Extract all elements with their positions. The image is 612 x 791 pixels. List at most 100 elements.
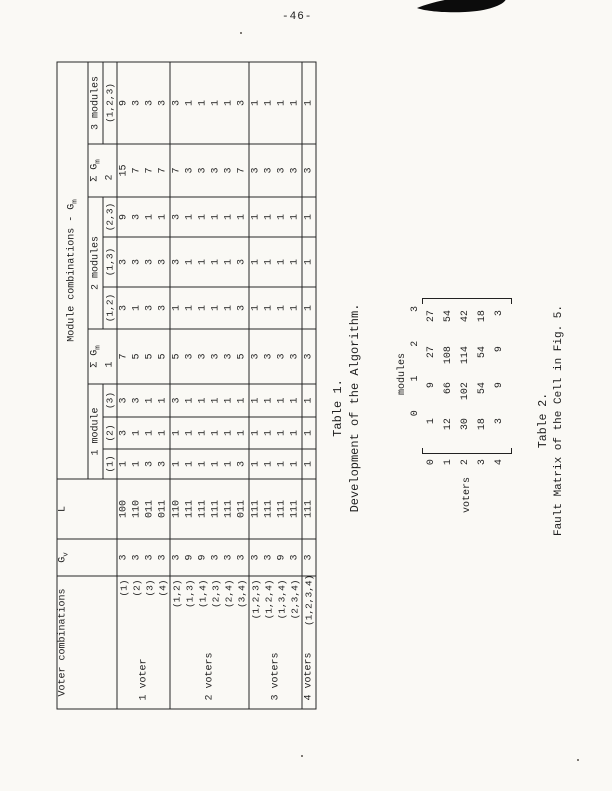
module-pair-cell: 3 — [170, 237, 184, 287]
voter-group-label: 2 voters — [170, 628, 249, 709]
module-pair-cell: 3 — [117, 287, 131, 329]
table-row: (2) 3 110 1 1 3 5 1 3 3 7 3 — [130, 61, 144, 709]
module-cell: 1 — [249, 384, 263, 417]
ink-smudge-icon — [417, 0, 506, 13]
table-row: (1,3,4) 9 111 1 1 1 3 1 1 1 3 1 — [275, 61, 289, 709]
module-pair-cell: 1 — [262, 287, 276, 329]
voter-combo-cell: (1,2,3) — [249, 576, 263, 628]
development-table: Voter combinations Gv L Module combinati… — [56, 61, 317, 710]
sum1-cell: 5 — [235, 329, 249, 384]
module-pair-cell: 1 — [196, 237, 210, 287]
matrix-cell: 9 — [494, 346, 505, 353]
module-pair-cell: 1 — [275, 237, 289, 287]
table-row: (3) 3 011 3 1 1 5 3 3 1 7 3 — [143, 61, 157, 709]
matrix-cell: 9 — [494, 382, 505, 389]
matrix-cell: 9 — [426, 382, 437, 389]
module-pair-cell: 1 — [183, 287, 197, 329]
module-triple-cell: 3 — [235, 61, 249, 144]
header-2-modules: 2 modules — [88, 197, 103, 329]
module-cell: 1 — [275, 417, 289, 449]
module-cell: 1 — [209, 384, 223, 417]
module-pair-cell: 1 — [183, 237, 197, 287]
gv-cell: 3 — [302, 539, 316, 576]
voter-combo-cell: (1,2,3,4) — [302, 574, 316, 628]
module-pair-cell: 1 — [302, 237, 316, 287]
module-pair-cell: 3 — [143, 237, 157, 287]
module-triple-cell: 1 — [209, 61, 223, 144]
table-row: (2,3) 3 111 1 1 1 3 1 1 1 3 1 — [209, 61, 223, 709]
voter-combo-cell: (1,2) — [170, 576, 184, 628]
module-pair-cell: 9 — [117, 197, 131, 237]
module-cell: 1 — [302, 449, 316, 479]
gv-cell: 9 — [196, 539, 210, 576]
gv-cell: 3 — [262, 539, 276, 576]
module-cell: 3 — [117, 417, 131, 449]
module-cell: 1 — [235, 417, 249, 449]
matrix-cell: 114 — [460, 346, 471, 365]
module-cell: 1 — [249, 449, 263, 479]
module-triple-cell: 9 — [117, 61, 131, 144]
voter-combo-cell: (1,3) — [183, 576, 197, 628]
module-pair-cell: 1 — [143, 197, 157, 237]
matrix-row-header: 3 — [477, 459, 488, 466]
module-pair-cell: 3 — [235, 237, 249, 287]
module-pair-cell: 3 — [235, 287, 249, 329]
module-cell: 1 — [156, 384, 170, 417]
l-cell: 011 — [156, 479, 170, 539]
header-subcol: (1,2,3) — [103, 61, 117, 144]
module-cell: 3 — [170, 384, 184, 417]
header-voter-combinations: Voter combinations — [57, 576, 117, 709]
module-cell: 1 — [302, 417, 316, 449]
matrix-row-header: 2 — [460, 459, 471, 466]
table2-column-headers: 0 1 2 3 — [409, 298, 423, 437]
header-subcol: (1,2) — [103, 287, 117, 329]
l-cell: 011 — [235, 479, 249, 539]
module-cell: 1 — [209, 449, 223, 479]
table-row: 2 voters (1,2) 3 110 1 1 3 5 1 3 3 7 3 — [170, 61, 249, 709]
voter-combo-cell: (2) — [130, 576, 144, 628]
matrix-row-header: 0 — [426, 459, 437, 466]
table-row: 3 voters (1,2,3) 3 111 1 1 1 3 1 1 1 3 1 — [249, 61, 302, 709]
header-subcol: (2,3) — [103, 197, 117, 237]
module-pair-cell: 1 — [249, 197, 263, 237]
module-triple-cell: 1 — [222, 61, 236, 144]
module-cell: 1 — [249, 417, 263, 449]
l-cell: 011 — [143, 479, 157, 539]
header-subcol: (1) — [103, 449, 117, 479]
module-cell: 1 — [262, 449, 276, 479]
module-cell: 3 — [130, 384, 144, 417]
header-subcol: (2) — [103, 417, 117, 449]
sum1-cell: 5 — [156, 329, 170, 384]
table-row: (1,4) 9 111 1 1 1 3 1 1 1 3 1 — [196, 61, 210, 709]
table-row: 4 voters (1,2,3,4) 3 111 1 1 1 3 1 1 1 3 1 — [302, 61, 316, 709]
module-cell: 1 — [288, 417, 302, 449]
module-pair-cell: 3 — [130, 197, 144, 237]
sum1-cell: 5 — [170, 329, 184, 384]
table1-caption: Table 1. Development of the Algorithm. — [330, 288, 364, 528]
table-row: (2,3,4) 3 111 1 1 1 3 1 1 1 3 1 — [288, 61, 302, 709]
module-triple-cell: 3 — [130, 61, 144, 144]
module-pair-cell: 3 — [156, 287, 170, 329]
voter-combo-cell: (2,4) — [222, 576, 236, 628]
module-cell: 3 — [156, 449, 170, 479]
module-pair-cell: 1 — [288, 287, 302, 329]
matrix-bracket-left — [422, 448, 512, 455]
matrix-bracket-right — [422, 298, 512, 305]
voter-group-label: 3 voters — [249, 628, 302, 709]
l-cell: 111 — [209, 479, 223, 539]
sum2-cell: 3 — [302, 144, 316, 197]
module-cell: 1 — [130, 449, 144, 479]
sum2-cell: 7 — [143, 144, 157, 197]
l-cell: 111 — [249, 479, 263, 539]
matrix-cell: 3 — [494, 418, 505, 425]
sum1-cell: 3 — [222, 329, 236, 384]
sum2-cell: 3 — [275, 144, 289, 197]
voter-group-label: 4 voters — [302, 628, 316, 709]
header-gv: Gv — [57, 539, 117, 576]
module-cell: 1 — [117, 449, 131, 479]
module-pair-cell: 3 — [143, 287, 157, 329]
l-cell: 111 — [183, 479, 197, 539]
module-triple-cell: 3 — [143, 61, 157, 144]
